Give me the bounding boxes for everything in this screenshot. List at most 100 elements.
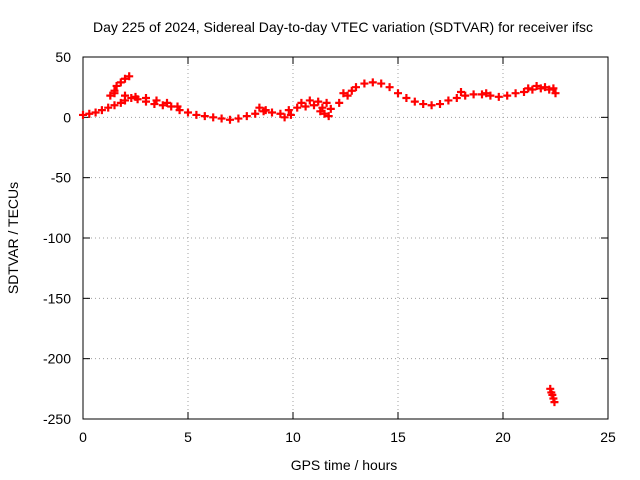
data-point-1-31 [286, 110, 295, 119]
data-point-0-53 [503, 91, 512, 100]
y-tick-label-4: -150 [43, 290, 71, 306]
x-tick-label-5: 25 [600, 429, 616, 445]
data-point-0-55 [520, 87, 528, 96]
data-point-0-20 [226, 115, 234, 124]
data-point-0-59 [551, 89, 560, 98]
x-tick-label-4: 20 [495, 429, 511, 445]
data-point-0-58 [545, 85, 554, 94]
data-point-0-30 [310, 101, 318, 110]
data-point-0-1 [85, 109, 94, 118]
data-point-0-15 [184, 108, 192, 117]
chart-title: Day 225 of 2024, Sidereal Day-to-day VTE… [93, 19, 593, 35]
y-axis-label: SDTVAR / TECUs [5, 182, 21, 294]
data-point-1-29 [324, 112, 333, 121]
data-point-1-18 [322, 98, 331, 107]
data-point-0-26 [276, 109, 285, 118]
y-tick-label-2: -50 [51, 170, 71, 186]
data-point-0-45 [436, 100, 444, 109]
data-point-0-27 [284, 106, 293, 115]
data-point-1-10 [152, 96, 161, 105]
y-tick-label-0: 50 [55, 49, 71, 65]
data-point-0-6 [116, 98, 125, 107]
data-point-0-32 [326, 104, 335, 113]
data-point-1-17 [314, 97, 323, 106]
data-point-0-8 [127, 94, 136, 103]
data-point-1-22 [482, 89, 491, 98]
grid [83, 57, 608, 419]
data-point-0-4 [104, 103, 113, 112]
data-point-0-35 [352, 83, 360, 92]
data-point-0-57 [536, 84, 545, 93]
data-point-1-8 [131, 92, 140, 101]
data-point-0-42 [410, 97, 419, 106]
data-point-0-0 [79, 110, 87, 119]
data-point-1-25 [541, 83, 549, 92]
data-point-0-29 [301, 102, 310, 111]
data-point-0-17 [200, 112, 209, 121]
data-point-1-12 [173, 102, 182, 111]
data-point-1-7 [121, 91, 129, 100]
data-points [79, 72, 560, 407]
data-point-0-28 [293, 103, 302, 112]
data-point-1-28 [320, 109, 329, 118]
x-axis-label: GPS time / hours [291, 457, 398, 473]
data-point-0-22 [242, 112, 251, 121]
data-point-1-24 [532, 81, 541, 90]
data-point-0-25 [268, 108, 276, 117]
plot-frame [82, 56, 609, 420]
data-point-1-27 [316, 107, 325, 116]
y-tick-label-5: -200 [43, 351, 71, 367]
data-point-0-56 [528, 85, 537, 94]
series-upper-arcs [106, 72, 558, 122]
data-point-1-6 [110, 89, 119, 98]
data-point-0-51 [486, 91, 495, 100]
data-point-0-46 [444, 96, 453, 105]
data-point-1-3 [116, 78, 125, 87]
data-point-0-47 [452, 94, 461, 103]
series-outlier [546, 384, 559, 407]
data-point-0-23 [251, 109, 260, 118]
data-point-0-38 [377, 79, 386, 88]
data-point-0-44 [427, 101, 436, 110]
data-point-0-36 [360, 79, 369, 88]
data-point-1-0 [106, 91, 115, 100]
data-point-1-2 [112, 81, 121, 90]
data-point-1-4 [121, 74, 129, 83]
data-point-1-21 [457, 87, 465, 96]
data-point-0-43 [419, 100, 428, 109]
data-point-0-34 [343, 91, 352, 100]
data-point-0-50 [478, 90, 486, 99]
data-point-1-26 [549, 84, 558, 93]
data-point-1-19 [339, 89, 348, 98]
data-point-0-12 [158, 101, 167, 110]
data-point-1-11 [163, 98, 171, 107]
x-tick-label-3: 15 [390, 429, 406, 445]
data-point-1-15 [297, 98, 306, 107]
data-point-0-48 [461, 91, 470, 100]
data-point-0-21 [234, 114, 243, 123]
data-point-1-13 [255, 103, 264, 112]
data-point-0-3 [97, 106, 106, 115]
data-point-0-18 [209, 113, 218, 122]
data-point-1-14 [261, 106, 270, 115]
data-point-1-16 [305, 96, 314, 105]
data-point-0-54 [511, 89, 520, 98]
data-point-0-19 [217, 114, 226, 123]
data-point-1-5 [125, 72, 134, 81]
data-point-0-2 [91, 108, 100, 117]
y-tick-label-3: -100 [43, 230, 71, 246]
data-point-0-49 [469, 90, 478, 99]
data-point-1-20 [347, 86, 356, 95]
x-tick-label-1: 5 [184, 429, 192, 445]
data-point-0-41 [402, 94, 411, 103]
axis-ticks: 0 5 10 15 20 25 50 0 -50 -100 -150 -200 -250 [43, 49, 616, 445]
data-point-2-4 [550, 398, 559, 407]
y-tick-label-6: -250 [43, 411, 71, 427]
y-tick-label-1: 0 [63, 109, 71, 125]
data-point-0-40 [394, 89, 402, 98]
data-point-0-52 [494, 92, 503, 101]
data-point-1-30 [280, 113, 289, 122]
data-point-0-37 [368, 78, 377, 87]
x-tick-label-0: 0 [79, 429, 87, 445]
